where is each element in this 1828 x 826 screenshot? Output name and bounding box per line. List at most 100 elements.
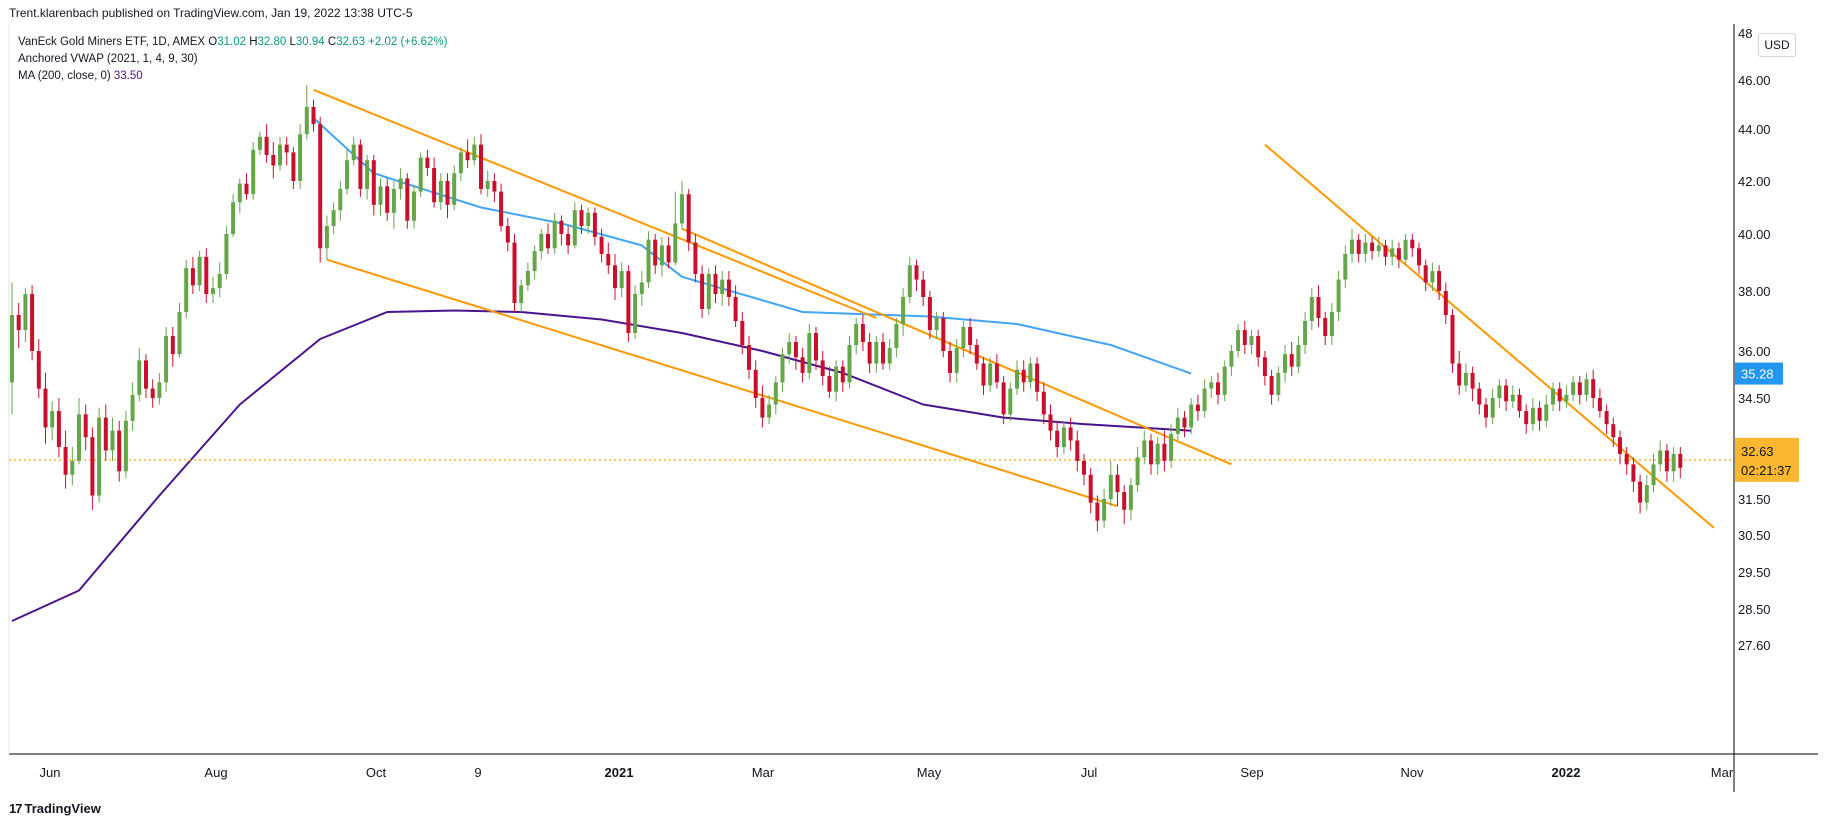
tradingview-logo[interactable]: 17 TradingView (9, 801, 101, 816)
candle (693, 234, 698, 283)
candle (1443, 282, 1448, 324)
candle (1430, 262, 1435, 291)
candle-body (1497, 385, 1502, 398)
candle (847, 336, 852, 389)
candle-body (767, 404, 772, 418)
candle-body (184, 268, 189, 312)
candle-body (1068, 427, 1073, 441)
candle (753, 360, 758, 408)
candle (1631, 457, 1636, 493)
candle (117, 420, 122, 482)
candle-body (351, 144, 356, 161)
time-tick-label: 2021 (605, 765, 634, 780)
candle (566, 226, 571, 254)
candle (901, 288, 906, 336)
candle (807, 324, 812, 380)
candle (1417, 242, 1421, 274)
candle (1423, 259, 1428, 291)
trend-line[interactable] (313, 88, 877, 319)
candle-body (733, 297, 738, 321)
trend-line[interactable] (326, 258, 1118, 508)
candle (881, 333, 885, 370)
candle-body (358, 144, 363, 189)
candle (190, 256, 195, 294)
trend-line[interactable] (1264, 143, 1715, 529)
candle-body (1530, 407, 1535, 425)
candle (740, 312, 745, 355)
candle (1363, 234, 1368, 263)
candle (324, 215, 329, 260)
candle-body (16, 315, 21, 330)
candle-body (465, 152, 470, 161)
candle-body (385, 186, 390, 213)
time-axis[interactable]: Jun Aug Oct 9 2021 Mar May Jul Sep Nov 2022 Mar (40, 765, 1734, 780)
candle (90, 427, 95, 510)
candle (1142, 430, 1147, 465)
chart-legend: VanEck Gold Miners ETF, 1D, AMEX O31.02 … (18, 34, 447, 85)
candle (941, 312, 946, 358)
candle (391, 181, 396, 229)
candle (1169, 424, 1174, 468)
candle (532, 245, 537, 280)
candle (1329, 303, 1334, 345)
price-axis[interactable]: 4846.0044.0042.0040.0038.0036.0034.5033.… (1738, 26, 1771, 653)
trend-lines (313, 88, 1715, 529)
candle (338, 181, 343, 221)
candle-body (1202, 388, 1207, 412)
candle-body (626, 271, 631, 333)
candle-body (1316, 297, 1321, 318)
currency-button[interactable]: USD (1758, 33, 1796, 57)
candle-body (1108, 474, 1113, 499)
candle (914, 259, 919, 291)
candle (1544, 394, 1549, 428)
candle (1189, 398, 1194, 434)
time-tick-label: Jun (40, 765, 61, 780)
candle-body (1524, 411, 1529, 425)
candle-body (324, 226, 329, 249)
symbol-name[interactable]: VanEck Gold Miners ETF, 1D, AMEX (18, 36, 206, 48)
candle (1604, 404, 1609, 434)
candle-body (472, 144, 477, 161)
candle (713, 265, 718, 303)
candle-body (1390, 248, 1395, 257)
candle (1236, 324, 1241, 358)
candle-body (633, 294, 638, 333)
candle-body (840, 366, 845, 383)
candle-body (1470, 372, 1475, 389)
candle (974, 339, 979, 370)
candle-body (70, 460, 75, 475)
candle (1048, 404, 1053, 441)
candle (1618, 430, 1622, 465)
candle (291, 147, 296, 189)
candle (432, 157, 437, 208)
candle-body (1115, 474, 1120, 493)
candle-body (1236, 330, 1241, 351)
low-label: L (289, 36, 296, 48)
candle (1597, 388, 1602, 418)
candle (479, 134, 483, 195)
candle (83, 404, 88, 451)
candle (1671, 447, 1676, 482)
candle-body (948, 351, 952, 373)
candle (686, 188, 691, 252)
candle-body (800, 357, 805, 373)
ma-indicator-row[interactable]: MA (200, close, 0) 33.50 (18, 68, 447, 85)
candle (1015, 360, 1019, 395)
candle (1055, 420, 1060, 458)
candle-body (23, 294, 28, 330)
ma-indicator-label: MA (200, close, 0) (18, 70, 111, 82)
candle (298, 124, 303, 189)
vwap-indicator-label[interactable]: Anchored VWAP (2021, 1, 4, 9, 30) (18, 53, 198, 65)
candle (1175, 407, 1180, 441)
candle (994, 354, 999, 389)
candle (1463, 363, 1468, 392)
candle-body (164, 336, 169, 383)
candle-body (1671, 453, 1676, 472)
candle-body (606, 253, 611, 266)
candle-body (499, 191, 504, 227)
candle-body (680, 194, 684, 224)
candle (525, 262, 530, 291)
candle-body (1269, 376, 1274, 395)
price-tick-label: 36.00 (1738, 344, 1771, 359)
